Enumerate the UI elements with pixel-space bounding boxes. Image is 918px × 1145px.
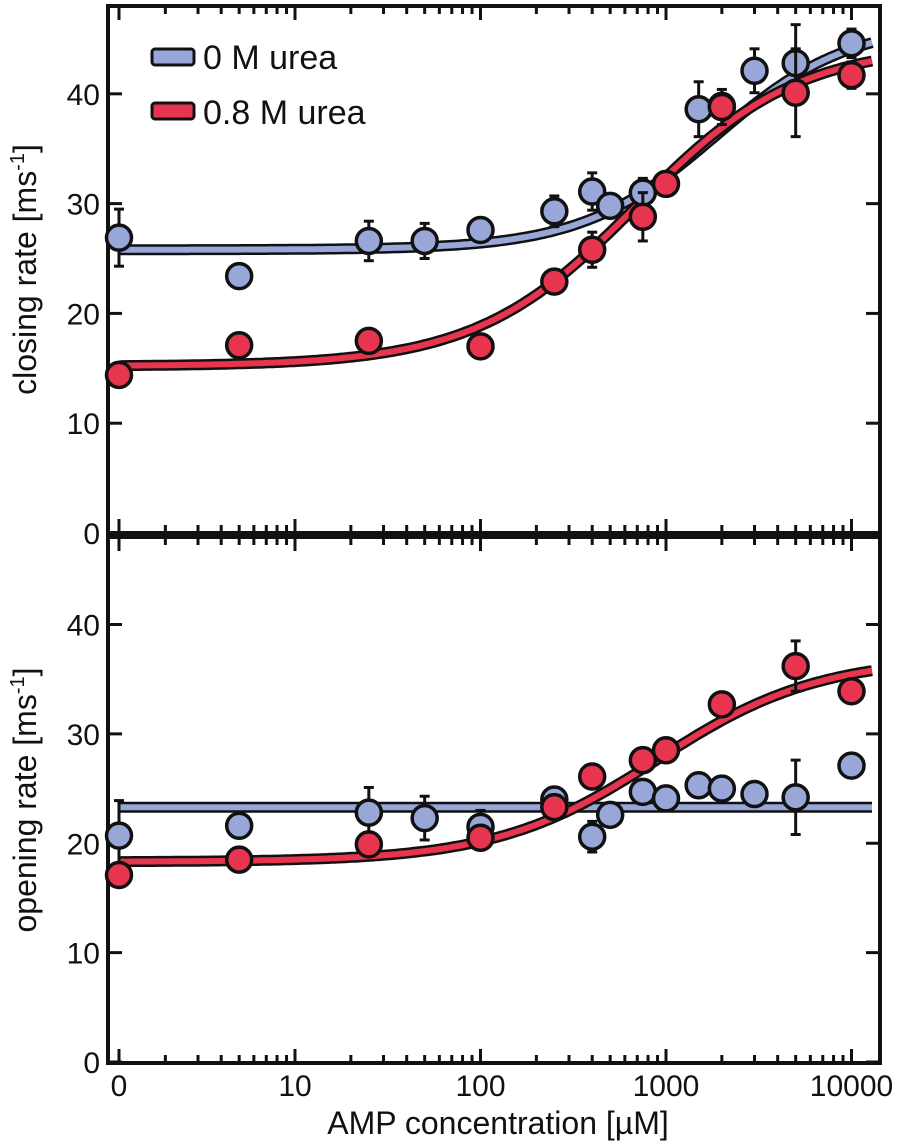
data-point	[410, 226, 439, 256]
data-point	[707, 774, 737, 803]
legend-label-0m: 0 M urea	[203, 39, 337, 77]
data-point	[354, 798, 384, 827]
data-point	[651, 169, 681, 199]
data-point	[577, 762, 607, 791]
data-point	[577, 235, 607, 264]
data-point	[781, 651, 810, 681]
data-point	[740, 779, 769, 809]
data-point	[410, 803, 439, 833]
y-axis-title-end: ]	[7, 667, 43, 676]
y-tick-label: 10	[67, 408, 100, 441]
y-tick-label: 40	[67, 610, 100, 643]
data-point	[224, 845, 254, 874]
data-point	[651, 784, 681, 813]
series-0m-urea	[104, 23, 866, 291]
data-point	[104, 821, 134, 850]
data-point	[684, 771, 713, 800]
data-point	[628, 777, 658, 807]
y-tick-label: 40	[67, 79, 100, 112]
legend: 0 M urea 0.8 M urea	[150, 39, 366, 132]
data-point	[354, 226, 384, 256]
data-point	[354, 830, 384, 859]
plot-frame	[106, 535, 882, 1065]
y-tick-label: 30	[67, 189, 100, 222]
data-point	[104, 360, 134, 390]
plot-frames	[106, 4, 882, 1065]
data-point	[837, 751, 866, 780]
data-point	[651, 736, 681, 765]
data-point	[540, 267, 569, 296]
y-tick-label: 10	[67, 938, 100, 971]
data-point	[540, 197, 569, 226]
x-tick-label: 100	[455, 1070, 505, 1103]
plot-frame	[106, 4, 882, 535]
data-point	[224, 811, 254, 840]
data-point	[577, 822, 607, 851]
y-axis-title-end: ]	[7, 144, 43, 153]
series-08m-urea	[104, 47, 866, 390]
y-axis-title: closing rate [ms-1]	[7, 144, 43, 395]
x-tick-label: 1000	[633, 1070, 700, 1103]
panel-opening	[106, 535, 882, 1065]
x-tick-label: 10	[278, 1070, 311, 1103]
panel-closing	[106, 4, 882, 535]
y-axis-title-sup: -1	[7, 153, 29, 171]
data-point	[104, 860, 134, 890]
legend-swatch-0m	[150, 47, 196, 67]
data-point	[707, 690, 737, 719]
data-point	[595, 800, 625, 830]
data-point	[354, 326, 384, 356]
y-tick-label: 20	[67, 298, 100, 331]
data-point	[224, 331, 254, 360]
data-points	[104, 23, 866, 890]
data-point	[740, 56, 769, 86]
legend-swatch-08m	[150, 101, 196, 121]
data-point	[628, 745, 658, 775]
data-point	[466, 823, 495, 853]
y-tick-label: 0	[83, 518, 100, 551]
y-axis-title-main: opening rate [ms	[7, 694, 43, 932]
data-point	[684, 94, 713, 124]
data-point	[781, 78, 810, 107]
data-point	[707, 92, 737, 122]
data-point	[781, 783, 810, 812]
data-point	[466, 332, 495, 361]
data-point	[837, 29, 866, 58]
data-point	[104, 223, 134, 252]
data-point	[837, 676, 866, 706]
data-point	[837, 60, 866, 90]
y-axis-title: opening rate [ms-1]	[7, 667, 43, 932]
x-tick-label: 10000	[810, 1070, 893, 1103]
fit-curves	[116, 37, 875, 868]
data-point	[540, 792, 569, 822]
series-08m-urea	[104, 639, 866, 890]
y-axis-title-main: closing rate [ms	[7, 171, 43, 395]
x-tick-label: 0	[111, 1070, 128, 1103]
data-point	[628, 202, 658, 232]
y-tick-label: 30	[67, 719, 100, 752]
y-axis-title-sup: -1	[7, 676, 29, 694]
data-point	[224, 261, 254, 291]
fit-08m-line	[118, 58, 873, 370]
x-axis-title: AMP concentration [µM]	[327, 1105, 669, 1141]
series-0m-urea	[104, 751, 866, 873]
y-tick-label: 0	[83, 1047, 100, 1080]
data-point	[466, 215, 495, 245]
legend-label-08m: 0.8 M urea	[203, 94, 366, 132]
y-tick-label: 20	[67, 828, 100, 861]
data-point	[595, 191, 625, 221]
